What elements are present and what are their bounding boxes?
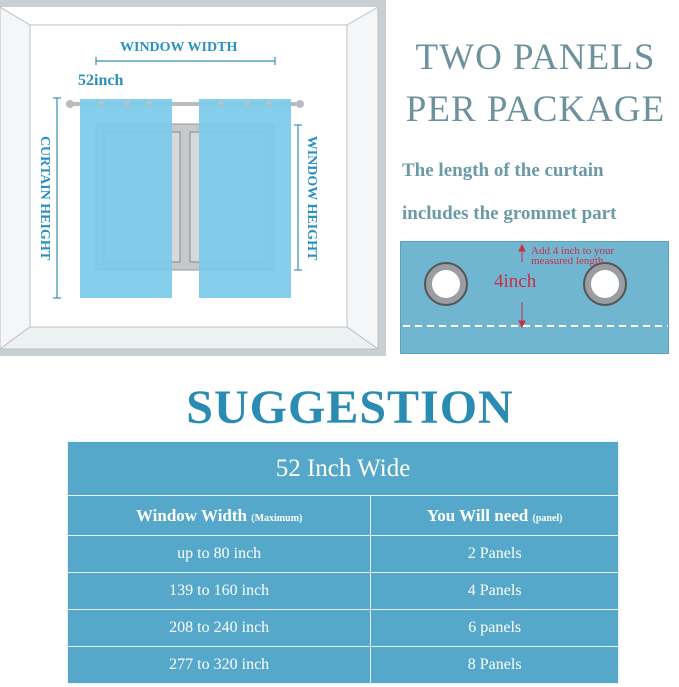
table-row: 139 to 160 inch 4 Panels	[66, 572, 619, 610]
note-line1: The length of the curtain	[402, 160, 604, 181]
table-row: up to 80 inch 2 Panels	[66, 535, 619, 573]
window-height-label: WINDOW HEIGHT	[304, 135, 319, 261]
curtain-left-panel	[80, 99, 172, 298]
headline-line1: TWO PANELS	[415, 37, 656, 78]
header-window-width: Window Width (Maximum)	[66, 495, 372, 536]
suggestion-title: SUGGESTION	[186, 381, 514, 434]
measure-label: 4inch	[494, 271, 537, 292]
room-diagram: WINDOW WIDTH 52inch CURTAIN HEIGHT WINDO…	[0, 0, 386, 356]
grommet-icon	[424, 262, 468, 306]
header-you-will-need: You Will need (panel)	[370, 495, 619, 536]
grommet-detail: Add 4 inch to your measured length. 4inc…	[400, 241, 669, 354]
add-note-line2: measured length.	[531, 255, 607, 267]
grommet-icon	[583, 262, 627, 306]
add-note-line1: Add 4 inch to your	[531, 245, 615, 257]
panel-width-label: 52inch	[78, 72, 124, 89]
suggestion-table: 52 Inch Wide Window Width (Maximum) You …	[66, 441, 619, 684]
note-line2: includes the grommet part	[402, 203, 617, 224]
curtain-right-panel	[199, 99, 291, 298]
curtain-height-label: CURTAIN HEIGHT	[37, 135, 52, 261]
table-row: 277 to 320 inch 8 Panels	[66, 646, 619, 684]
window-width-label: WINDOW WIDTH	[120, 40, 238, 55]
table-title: 52 Inch Wide	[67, 441, 619, 496]
headline-line2: PER PACKAGE	[405, 89, 666, 130]
table-row: 208 to 240 inch 6 panels	[66, 609, 619, 647]
